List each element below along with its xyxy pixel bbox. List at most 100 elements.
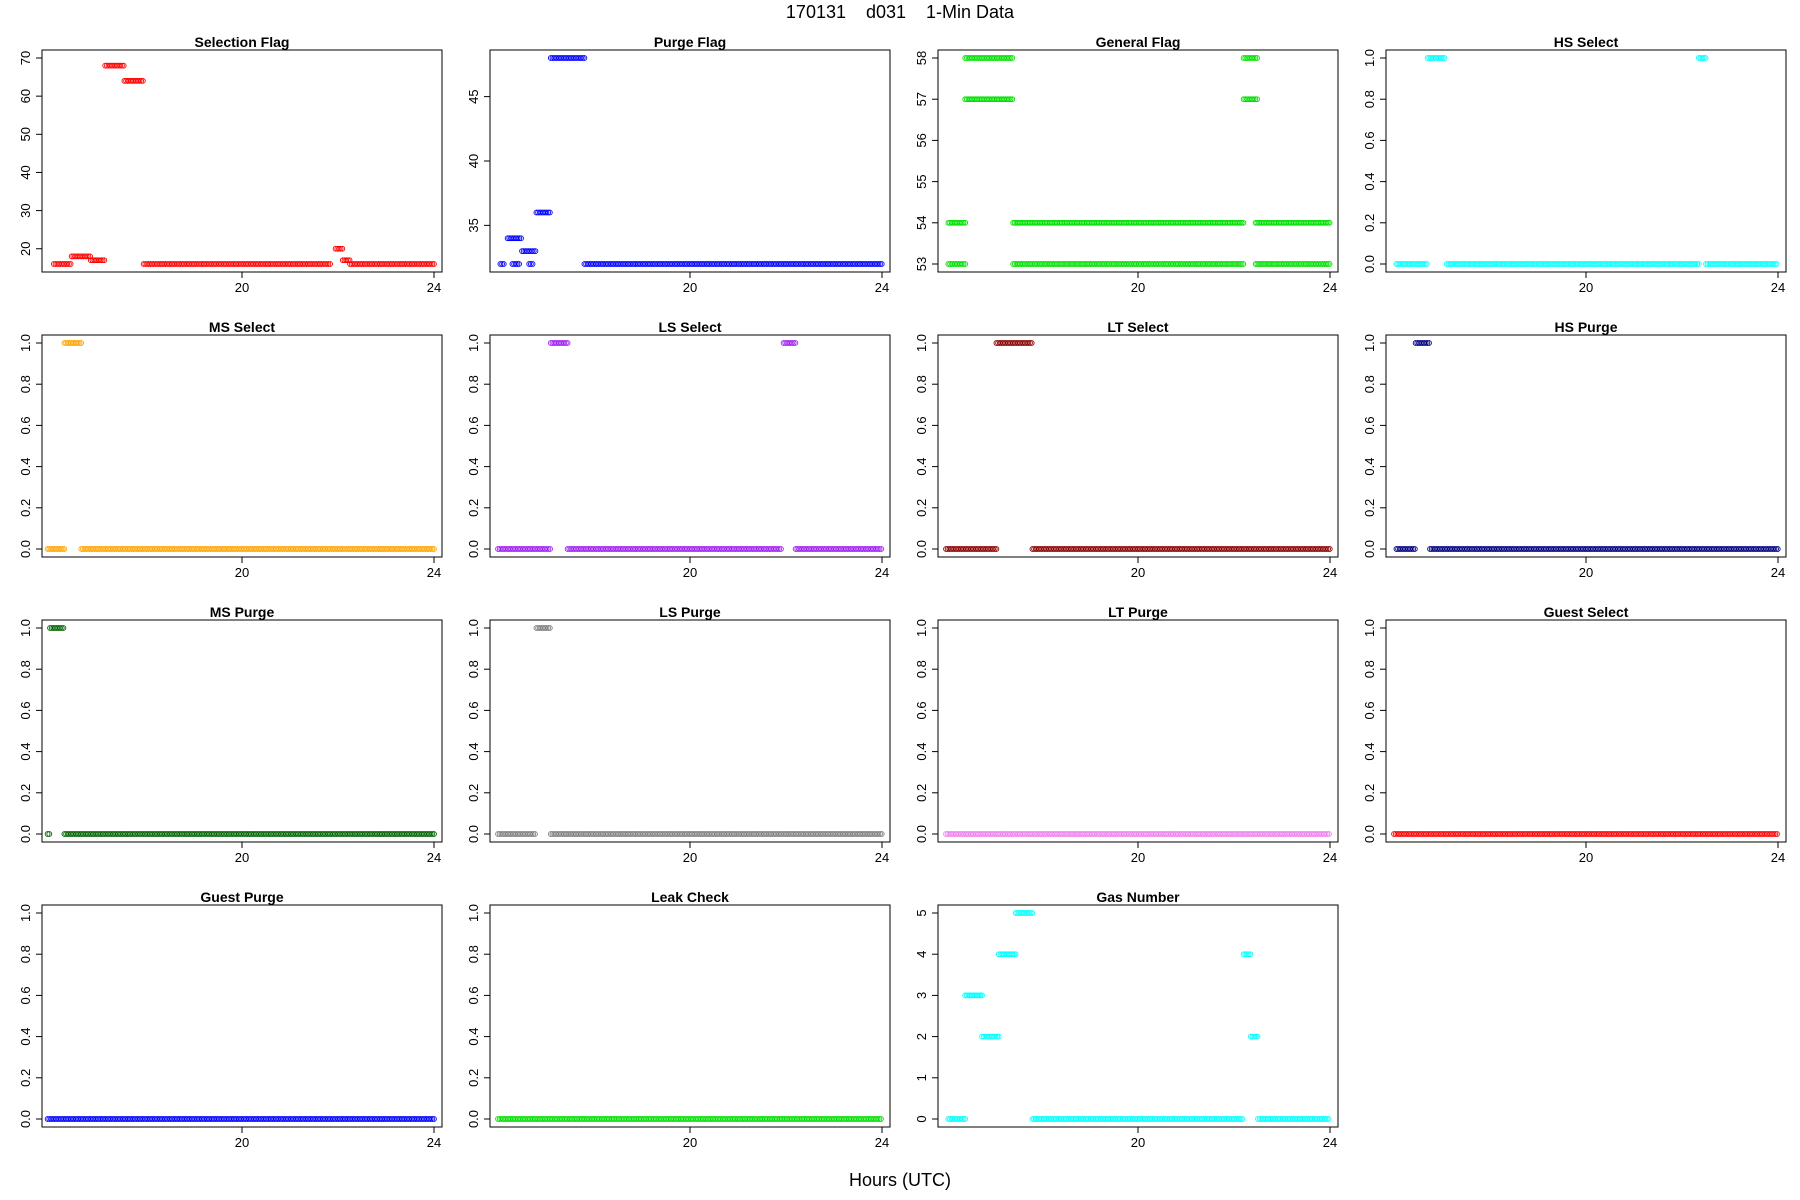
plot-frame — [41, 904, 443, 1128]
data-point — [1773, 546, 1779, 552]
plot-frame — [937, 49, 1339, 273]
data-point — [1237, 1116, 1244, 1122]
y-tick-label: 0.2 — [466, 499, 481, 517]
plot-frame — [1385, 49, 1787, 273]
data-point — [878, 261, 885, 267]
y-tick-label: 58 — [914, 51, 929, 65]
panel-title: Gas Number — [1096, 889, 1180, 905]
y-tick-label: 0.0 — [466, 825, 481, 843]
y-tick-label: 1.0 — [18, 619, 33, 637]
y-tick-label: 0.8 — [18, 945, 33, 963]
y-tick-label: 0.6 — [914, 416, 929, 434]
data-point — [1244, 951, 1250, 958]
data-point — [1254, 55, 1260, 61]
data-point — [1322, 831, 1329, 837]
data-point — [429, 546, 436, 552]
x-tick-label: 20 — [1131, 850, 1145, 865]
y-tick-label: 0.6 — [1362, 131, 1377, 149]
y-tick-label: 0.2 — [1362, 499, 1377, 517]
panel-title: Guest Select — [1544, 604, 1629, 620]
data-point — [1009, 55, 1016, 61]
data-point — [1700, 55, 1707, 61]
y-tick-label: 0.2 — [466, 784, 481, 802]
data-points — [50, 62, 437, 267]
data-point — [876, 546, 883, 552]
panel-title: Purge Flag — [654, 34, 726, 50]
y-tick-label: 3 — [914, 992, 929, 999]
data-point — [427, 261, 434, 267]
data-point — [1410, 546, 1417, 552]
x-tick-label: 20 — [683, 280, 697, 295]
data-point — [1245, 951, 1252, 958]
data-points — [1391, 831, 1780, 837]
x-tick-label: 20 — [1579, 850, 1593, 865]
data-point — [1770, 831, 1777, 837]
data-points — [945, 910, 1332, 1122]
data-point — [64, 261, 71, 267]
plot-frame — [41, 619, 443, 843]
data-point — [991, 546, 998, 552]
x-tick-label: 24 — [1771, 565, 1785, 580]
x-axis-label: Hours (UTC) — [849, 1170, 951, 1190]
data-point — [1326, 546, 1333, 552]
data-point — [431, 546, 437, 552]
x-tick-label: 20 — [1579, 280, 1593, 295]
panel-guest-select: Guest Select 0.0 0.2 0.4 0.6 0.8 1.0 20 24 — [1362, 604, 1787, 865]
plot-frame — [489, 49, 891, 273]
data-point — [1026, 910, 1032, 916]
data-point — [990, 546, 996, 552]
y-tick-label: 1 — [914, 1074, 929, 1081]
data-point — [1438, 55, 1444, 61]
data-point — [526, 261, 533, 267]
data-point — [875, 831, 882, 837]
data-point — [76, 340, 83, 346]
y-tick-label: 60 — [18, 89, 33, 103]
data-point — [1240, 261, 1247, 267]
data-point — [1325, 546, 1331, 552]
y-tick-label: 0.6 — [18, 416, 33, 434]
y-tick-label: 20 — [18, 242, 33, 256]
panel-purge-flag: Purge Flag 35 40 45 20 24 — [466, 34, 891, 295]
x-tick-label: 24 — [1323, 850, 1337, 865]
data-point — [1422, 340, 1429, 346]
y-tick-label: 0.0 — [1362, 825, 1377, 843]
data-point — [512, 261, 519, 267]
data-point — [337, 245, 344, 252]
data-point — [1412, 546, 1418, 552]
y-tick-label: 1.0 — [1362, 619, 1377, 637]
y-tick-label: 0.4 — [914, 458, 929, 476]
data-point — [789, 340, 795, 346]
y-tick-label: 0.0 — [914, 825, 929, 843]
x-tick-label: 20 — [683, 850, 697, 865]
data-points — [44, 1116, 437, 1122]
data-point — [877, 261, 883, 267]
x-tick-label: 24 — [1323, 1135, 1337, 1150]
data-point — [543, 209, 550, 216]
y-tick-label: 0.8 — [1362, 90, 1377, 108]
data-point — [1254, 1033, 1261, 1040]
y-tick-label: 4 — [914, 951, 929, 958]
data-point — [874, 1116, 881, 1122]
x-tick-label: 20 — [1131, 280, 1145, 295]
plot-frame — [489, 334, 891, 558]
data-point — [546, 209, 553, 216]
plot-frame — [489, 619, 891, 843]
data-point — [1239, 1116, 1246, 1122]
data-point — [1238, 219, 1245, 226]
data-point — [427, 1116, 434, 1122]
data-point — [61, 546, 68, 552]
data-points — [44, 340, 437, 552]
data-point — [59, 546, 66, 552]
data-point — [545, 209, 552, 216]
data-point — [1423, 261, 1430, 267]
data-point — [1326, 261, 1333, 267]
y-tick-label: 40 — [466, 154, 481, 168]
data-point — [516, 261, 522, 267]
y-tick-label: 1.0 — [466, 619, 481, 637]
plot-frame — [1385, 334, 1787, 558]
data-point — [1324, 261, 1331, 267]
y-tick-label: 2 — [914, 1033, 929, 1040]
data-point — [993, 546, 1000, 552]
y-tick-label: 0.6 — [914, 701, 929, 719]
y-tick-label: 54 — [914, 216, 929, 230]
